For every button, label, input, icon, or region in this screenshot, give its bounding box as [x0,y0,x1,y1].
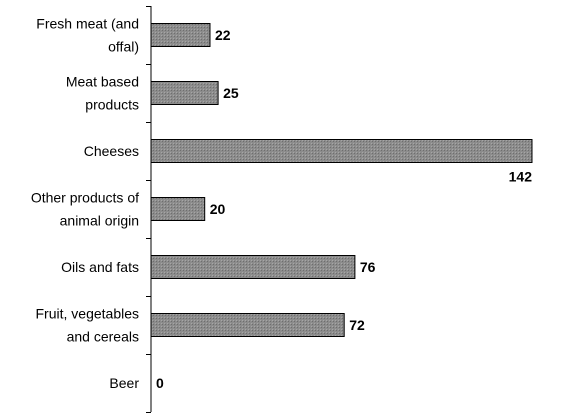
bar [150,23,211,47]
y-axis [146,6,152,413]
category-label: Oils and fats [61,259,139,275]
category-label: Meat based products [66,74,139,113]
value-label: 142 [509,169,533,185]
bar [150,81,219,105]
category-label-line: products [85,97,139,113]
category-label-line: animal origin [60,213,139,229]
category-label-line: Fruit, vegetables [36,306,140,322]
category-label: Fruit, vegetables and cereals [36,306,140,345]
bar [150,197,206,221]
value-label: 25 [223,85,239,101]
bar [150,139,533,163]
value-label: 76 [360,259,376,275]
category-label-line: offal) [108,39,139,55]
value-label: 22 [215,27,231,43]
bars [150,23,533,337]
bar [150,313,345,337]
value-label: 72 [349,317,365,333]
category-label-line: Meat based [66,74,139,90]
bar [150,255,356,279]
category-label: Fresh meat (and offal) [36,16,139,55]
value-label: 0 [156,375,164,391]
category-label-line: Fresh meat (and [36,16,139,32]
category-labels: Fresh meat (and offal) Meat based products C… [31,16,140,392]
value-labels: 22 25 142 20 76 72 0 [156,27,532,391]
category-label-line: Oils and fats [61,259,139,275]
category-label: Beer [109,375,139,391]
category-label-line: and cereals [67,329,139,345]
category-label-line: Cheeses [84,143,139,159]
category-label-line: Other products of [31,190,139,206]
category-label: Cheeses [84,143,139,159]
category-label: Other products of animal origin [31,190,139,229]
category-label-line: Beer [109,375,139,391]
value-label: 20 [210,201,226,217]
